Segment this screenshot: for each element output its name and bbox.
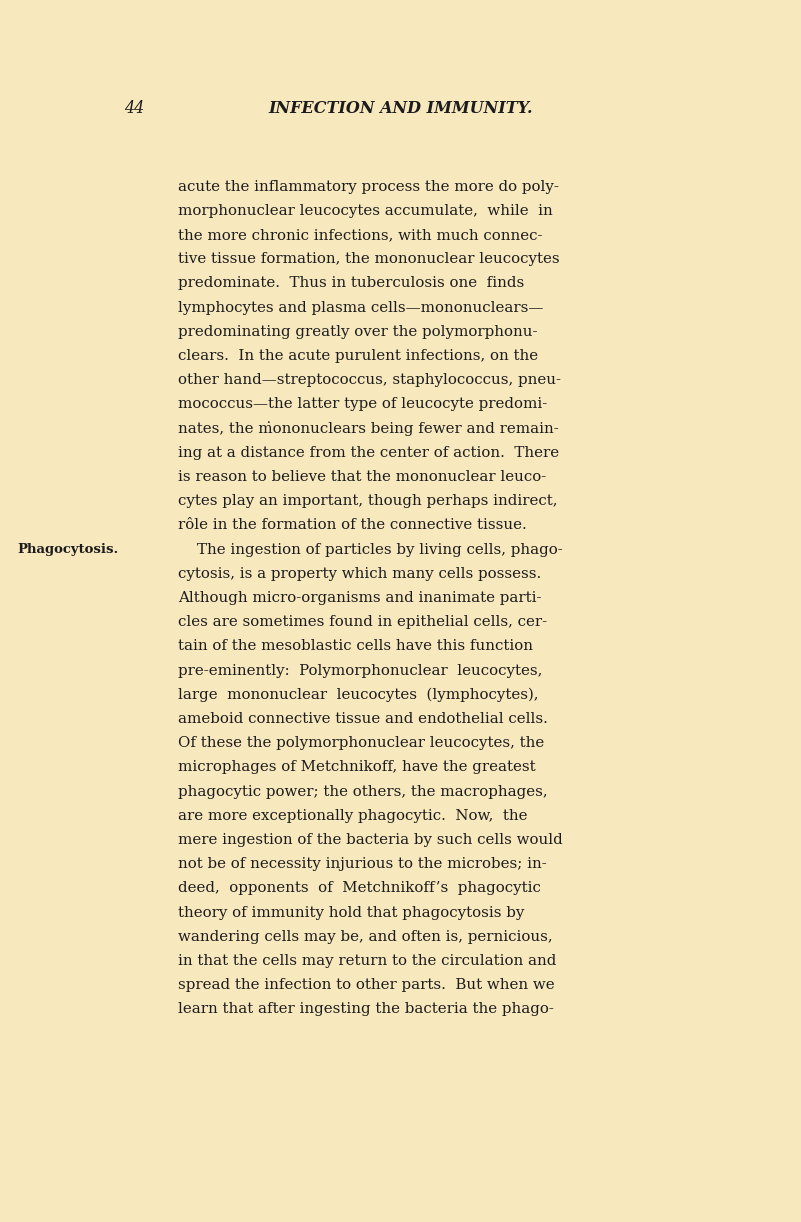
Text: acute the inflammatory process the more do poly-: acute the inflammatory process the more … [178, 180, 558, 193]
Text: learn that after ingesting the bacteria the phago-: learn that after ingesting the bacteria … [178, 1002, 553, 1017]
Text: Of these the polymorphonuclear leucocytes, the: Of these the polymorphonuclear leucocyte… [178, 736, 544, 750]
Text: spread the infection to other parts.  But when we: spread the infection to other parts. But… [178, 978, 554, 992]
Text: morphonuclear leucocytes accumulate,  while  in: morphonuclear leucocytes accumulate, whi… [178, 204, 553, 218]
Text: tive tissue formation, the mononuclear leucocytes: tive tissue formation, the mononuclear l… [178, 252, 559, 266]
Text: rôle in the formation of the connective tissue.: rôle in the formation of the connective … [178, 518, 526, 533]
Text: deed,  opponents  of  Metchnikoff’s  phagocytic: deed, opponents of Metchnikoff’s phagocy… [178, 881, 541, 896]
Text: Although micro-organisms and inanimate parti-: Although micro-organisms and inanimate p… [178, 591, 541, 605]
Text: not be of necessity injurious to the microbes; in-: not be of necessity injurious to the mic… [178, 857, 546, 871]
Text: in that the cells may return to the circulation and: in that the cells may return to the circ… [178, 954, 556, 968]
Text: other hand—streptococcus, staphylococcus, pneu-: other hand—streptococcus, staphylococcus… [178, 373, 561, 387]
Text: are more exceptionally phagocytic.  Now,  the: are more exceptionally phagocytic. Now, … [178, 809, 527, 822]
Text: cles are sometimes found in epithelial cells, cer-: cles are sometimes found in epithelial c… [178, 615, 547, 629]
Text: 44: 44 [124, 100, 144, 117]
Text: the more chronic infections, with much connec-: the more chronic infections, with much c… [178, 229, 542, 242]
Text: cytes play an important, though perhaps indirect,: cytes play an important, though perhaps … [178, 494, 557, 508]
Text: phagocytic power; the others, the macrophages,: phagocytic power; the others, the macrop… [178, 785, 547, 798]
Text: clears.  In the acute purulent infections, on the: clears. In the acute purulent infections… [178, 349, 538, 363]
Text: microphages of Metchnikoff, have the greatest: microphages of Metchnikoff, have the gre… [178, 760, 535, 775]
Text: mere ingestion of the bacteria by such cells would: mere ingestion of the bacteria by such c… [178, 833, 562, 847]
Text: predominate.  Thus in tuberculosis one  finds: predominate. Thus in tuberculosis one fi… [178, 276, 524, 291]
Text: theory of immunity hold that phagocytosis by: theory of immunity hold that phagocytosi… [178, 906, 524, 919]
Text: INFECTION AND IMMUNITY.: INFECTION AND IMMUNITY. [268, 100, 533, 117]
Text: cytosis, is a property which many cells possess.: cytosis, is a property which many cells … [178, 567, 541, 580]
Text: mococcus—the latter type of leucocyte predomi-: mococcus—the latter type of leucocyte pr… [178, 397, 547, 412]
Text: nates, the ṁononuclears being fewer and remain-: nates, the ṁononuclears being fewer and… [178, 422, 558, 436]
Text: lymphocytes and plasma cells—mononuclears—: lymphocytes and plasma cells—mononuclear… [178, 301, 543, 314]
Text: predominating greatly over the polymorphonu-: predominating greatly over the polymorph… [178, 325, 537, 338]
Text: large  mononuclear  leucocytes  (lymphocytes),: large mononuclear leucocytes (lymphocyte… [178, 688, 538, 703]
Text: ameboid connective tissue and endothelial cells.: ameboid connective tissue and endothelia… [178, 712, 548, 726]
Text: Phagocytosis.: Phagocytosis. [18, 543, 119, 556]
Text: tain of the mesoblastic cells have this function: tain of the mesoblastic cells have this … [178, 639, 533, 654]
Text: wandering cells may be, and often is, pernicious,: wandering cells may be, and often is, pe… [178, 930, 553, 943]
Text: ing at a distance from the center of action.  There: ing at a distance from the center of act… [178, 446, 559, 459]
Text: pre-eminently:  Polymorphonuclear  leucocytes,: pre-eminently: Polymorphonuclear leucocy… [178, 664, 542, 677]
Text: The ingestion of particles by living cells, phago-: The ingestion of particles by living cel… [178, 543, 562, 556]
Text: is reason to believe that the mononuclear leuco-: is reason to believe that the mononuclea… [178, 470, 546, 484]
